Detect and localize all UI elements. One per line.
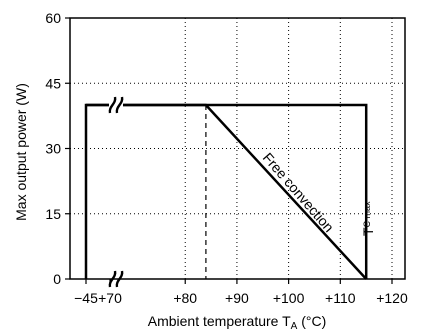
y-tick-label: 60: [45, 10, 61, 26]
series-tc-max-envelope-line: [84, 103, 368, 279]
series-free-convection-line: [86, 103, 368, 280]
x-tick-labels: −45 +70 +80 +90 +100 +110 +120: [74, 279, 408, 306]
x-axis-title-subscript: A: [291, 321, 298, 330]
y-axis-title: Max output power (W): [13, 83, 29, 221]
x-axis-title: Ambient temperature TA (°C): [148, 313, 327, 330]
x-tick-label: +90: [225, 290, 249, 306]
break-mark: [108, 96, 117, 114]
x-tick-label: −45: [74, 290, 98, 306]
x-tick-label: +100: [273, 290, 305, 306]
x-axis-title-main: Ambient temperature T: [148, 313, 291, 329]
break-mark: [115, 96, 124, 114]
x-tick-label: +120: [376, 290, 408, 306]
y-tick-label: 45: [45, 75, 61, 91]
x-axis-title-unit: (°C): [297, 313, 326, 329]
break-gap: [109, 96, 123, 114]
x-tick-label: +80: [173, 290, 197, 306]
y-tick-label: 30: [45, 141, 61, 157]
tc-max-label-subscript: C max: [362, 201, 372, 228]
y-tick-labels: 0 15 30 45 60: [45, 10, 70, 287]
x-tick-label: +70: [98, 290, 122, 306]
axis-breaks: [108, 96, 124, 288]
gridlines: [70, 18, 405, 279]
x-tick-label: +110: [325, 290, 356, 306]
y-tick-label: 0: [53, 271, 61, 287]
free-convection-label: Free convection: [260, 149, 337, 235]
tc-max-label-main: T: [360, 227, 376, 236]
data-marks: [84, 103, 368, 280]
tc-max-label: TC max: [360, 201, 376, 236]
y-tick-label: 15: [45, 206, 61, 222]
